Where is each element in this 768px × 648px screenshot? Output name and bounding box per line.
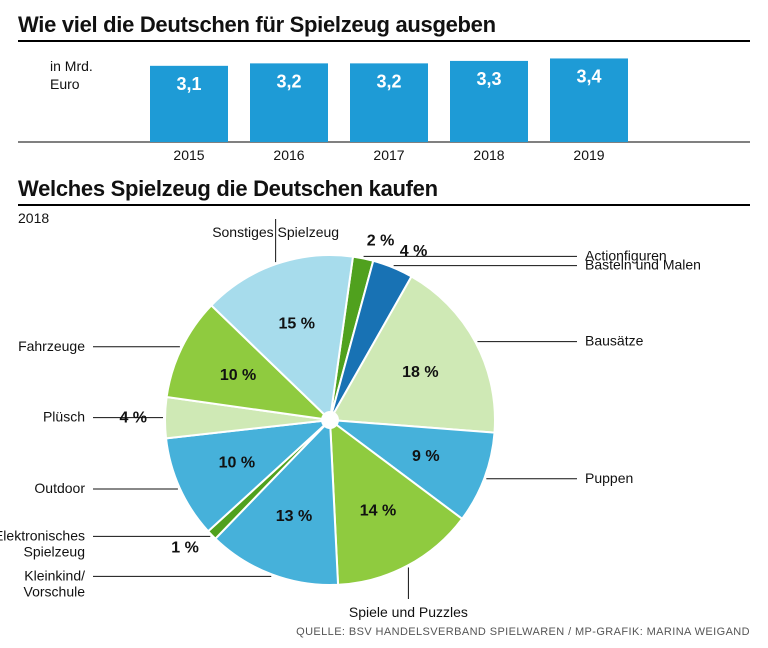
pie-percent-label: 1 % (171, 540, 199, 557)
pie-percent-label: 18 % (402, 364, 438, 381)
bar-chart: 3,1 2015 3,2 2016 3,2 2017 3,3 2018 3,4 2019 (0, 0, 768, 170)
pie-slice-label: Plüsch (43, 409, 85, 425)
bar-value-label: 3,4 (576, 66, 601, 86)
pie-percent-label: 13 % (276, 508, 312, 525)
pie-slice-label: Outdoor (34, 480, 85, 496)
pie-percent-label: 4 % (400, 243, 428, 260)
pie-slice-label: Kleinkind/Vorschule (24, 567, 86, 599)
source-line: QUELLE: BSV HANDELSVERBAND SPIELWAREN / … (296, 626, 750, 638)
bar-value-label: 3,2 (376, 71, 401, 91)
bar-category-label: 2018 (473, 147, 504, 163)
bar-value-label: 3,3 (476, 69, 501, 89)
pie-percent-label: 10 % (219, 454, 255, 471)
bar-category-label: 2016 (273, 147, 304, 163)
pie-hub (321, 411, 339, 429)
pie-percent-label: 10 % (220, 367, 256, 384)
pie-slice-label: Spiele und Puzzles (349, 604, 468, 620)
pie-title-rule (18, 204, 750, 206)
pie-chart: 2 %Actionfiguren4 %Basteln und Malen18 %… (0, 208, 768, 648)
pie-slice-label: Puppen (585, 470, 633, 486)
pie-slice-label: Basteln und Malen (585, 257, 701, 273)
pie-percent-label: 14 % (360, 502, 396, 519)
pie-chart-title: Welches Spielzeug die Deutschen kaufen (18, 176, 438, 202)
pie-slice-label: Fahrzeuge (18, 338, 85, 354)
bar-category-label: 2019 (573, 147, 604, 163)
pie-percent-label: 2 % (367, 233, 395, 250)
bar-category-label: 2017 (373, 147, 404, 163)
pie-percent-label: 15 % (278, 315, 314, 332)
pie-slice-label: Sonstiges Spielzeug (212, 224, 339, 240)
bar-value-label: 3,1 (176, 74, 201, 94)
pie-slice-label: Bausätze (585, 333, 644, 349)
bar-category-label: 2015 (173, 147, 204, 163)
bar-value-label: 3,2 (276, 71, 301, 91)
pie-slice-label: ElektronischesSpielzeug (0, 527, 85, 559)
pie-percent-label: 9 % (412, 448, 440, 465)
